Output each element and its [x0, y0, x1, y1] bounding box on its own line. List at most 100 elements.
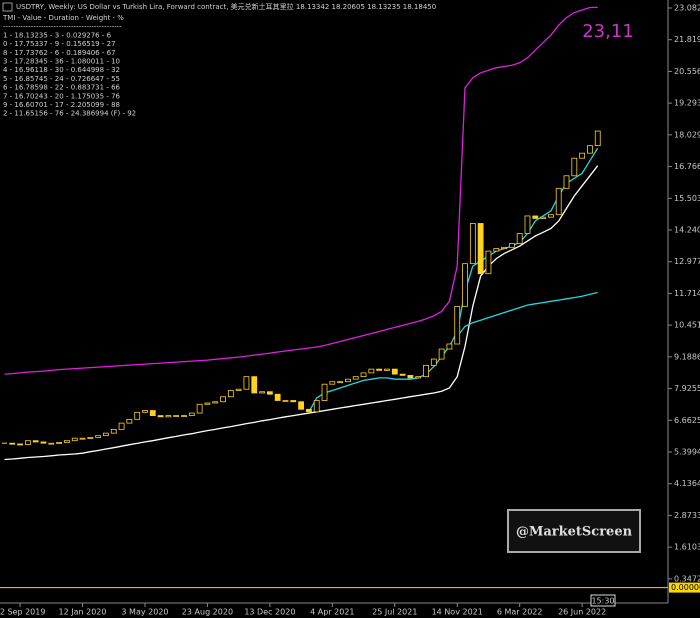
symbol-icon [2, 2, 13, 12]
candle [563, 175, 570, 189]
candle [235, 388, 242, 391]
candle [477, 223, 484, 275]
candle [524, 215, 531, 234]
candle [251, 376, 258, 394]
candle [423, 364, 429, 378]
candle [337, 381, 344, 384]
time-label: 15:30 [591, 597, 614, 606]
candle [345, 378, 351, 383]
info-line: ----------------------------------------… [3, 23, 122, 31]
info-line: 1 - 18.13235 - 3 - 0.029276 - 6 [3, 31, 112, 39]
candle [290, 400, 297, 403]
candle [95, 435, 102, 438]
y-tick-label: 2.87335 [674, 511, 700, 520]
info-line: 7 - 16.70243 - 20 - 1.175035 - 76 [3, 92, 121, 100]
annotation: 23,11 [582, 21, 634, 42]
y-tick-label: 20.55605 [674, 67, 700, 76]
candle [48, 442, 55, 445]
info-line: 8 - 17.73762 - 6 - 0.189406 - 67 [3, 49, 116, 57]
candle [571, 157, 578, 177]
candle [579, 152, 586, 159]
candle [149, 410, 156, 416]
candle [454, 305, 461, 345]
x-tick-label: 22 Sep 2019 [0, 608, 45, 617]
info-line: TMI - Value - Duration - Weight - % [2, 14, 124, 22]
candle [555, 187, 562, 216]
candle [306, 408, 312, 413]
indicator-line [4, 6, 598, 375]
x-tick-label: 14 Nov 2021 [432, 608, 483, 617]
level-label-box [669, 582, 700, 593]
y-tick-label: 11.71470 [674, 289, 700, 298]
candle [493, 248, 500, 252]
candle [352, 376, 359, 380]
candle [9, 442, 16, 445]
x-tick-label: 4 Apr 2021 [310, 608, 354, 617]
candle [79, 437, 86, 440]
candle [321, 383, 328, 401]
candle [126, 418, 133, 424]
candle [56, 442, 63, 444]
y-tick-label: 14.24080 [674, 225, 700, 234]
y-tick-label: 7.92555 [674, 384, 700, 393]
candle [173, 415, 180, 417]
candle [274, 393, 281, 401]
candle [298, 401, 305, 410]
candle [40, 441, 47, 444]
info-line: 6 - 16.78598 - 22 - 0.883731 - 66 [3, 84, 121, 92]
candle [485, 250, 492, 275]
x-tick-label: 3 May 2020 [121, 608, 168, 617]
candle [157, 415, 164, 418]
info-line: 9 - 16.60701 - 17 - 2.205099 - 88 [3, 101, 120, 109]
y-tick-label: 15.50385 [674, 194, 700, 203]
candle [376, 368, 383, 371]
y-tick-label: 19.29300 [674, 99, 700, 108]
candle [266, 391, 273, 395]
candle [188, 412, 195, 416]
candle [64, 440, 70, 443]
candle [501, 246, 507, 249]
y-tick-label: 21.81910 [674, 35, 700, 44]
candle [508, 243, 515, 248]
y-tick-label: 0.34725 [674, 574, 700, 583]
candle [204, 402, 211, 405]
candle [71, 437, 78, 442]
candle [430, 358, 437, 366]
x-tick-label: 26 Jun 2022 [558, 608, 606, 617]
watermark-box [507, 509, 641, 553]
info-line: 2 - 11.65156 - 76 - 24.386994 (F) - 92 [3, 110, 136, 118]
candle [282, 400, 289, 402]
candle [532, 215, 539, 219]
info-line: 5 - 16.85745 - 24 - 0.726647 - 55 [3, 75, 120, 83]
candle [196, 403, 203, 414]
candle [103, 432, 109, 437]
candle [368, 368, 375, 374]
candle [407, 374, 414, 379]
candle [540, 216, 546, 219]
candle [415, 376, 422, 379]
candle [360, 372, 367, 378]
info-line: 4 - 16.96118 - 30 - 0.644998 - 32 [3, 66, 120, 74]
candle [165, 415, 172, 418]
level-label: 0.00000 [671, 583, 700, 592]
y-tick-label: 12.97775 [674, 257, 700, 266]
candle [212, 401, 219, 404]
candle [313, 400, 320, 413]
y-tick-label: 18.02995 [674, 130, 700, 139]
x-tick-label: 25 Jul 2021 [372, 608, 417, 617]
x-tick-label: 23 Aug 2020 [182, 608, 233, 617]
candle [118, 422, 125, 430]
candle [110, 428, 117, 434]
candle [469, 223, 476, 265]
candle [329, 381, 336, 385]
y-tick-label: 23.08215 [674, 3, 700, 12]
candle [438, 348, 445, 360]
info-line: 3 - 17.28345 - 36 - 1.080011 - 10 [3, 58, 120, 66]
candle [134, 411, 141, 420]
y-tick-label: 9.18860 [674, 352, 700, 361]
candle [142, 410, 148, 413]
candle [243, 376, 250, 390]
